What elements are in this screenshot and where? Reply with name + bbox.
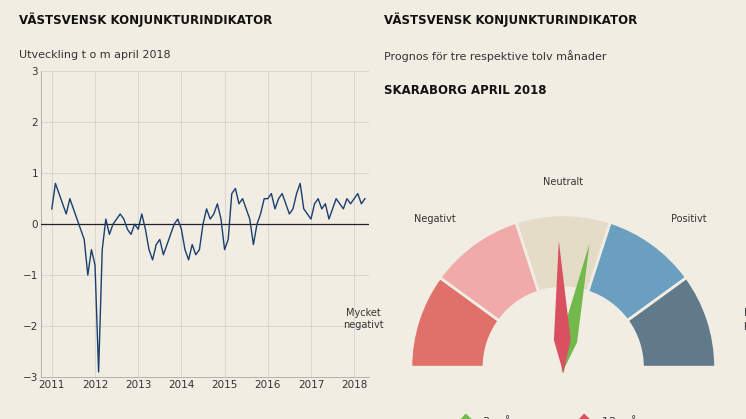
Polygon shape bbox=[457, 414, 475, 419]
Wedge shape bbox=[411, 278, 499, 367]
Text: SKARABORG APRIL 2018: SKARABORG APRIL 2018 bbox=[384, 84, 547, 97]
Text: VÄSTSVENSK KONJUNKTURINDIKATOR: VÄSTSVENSK KONJUNKTURINDIKATOR bbox=[384, 13, 637, 27]
Text: Mycket
positivt: Mycket positivt bbox=[743, 308, 746, 330]
Text: 3 mån: 3 mån bbox=[483, 417, 518, 419]
Wedge shape bbox=[627, 278, 715, 367]
Polygon shape bbox=[561, 243, 589, 373]
Wedge shape bbox=[516, 215, 610, 292]
Text: Positivt: Positivt bbox=[671, 214, 706, 224]
Text: VÄSTSVENSK KONJUNKTURINDIKATOR: VÄSTSVENSK KONJUNKTURINDIKATOR bbox=[19, 13, 272, 27]
Text: Prognos för tre respektive tolv månader: Prognos för tre respektive tolv månader bbox=[384, 50, 606, 62]
Text: 12 mån: 12 mån bbox=[601, 417, 644, 419]
Wedge shape bbox=[440, 222, 539, 321]
Polygon shape bbox=[554, 241, 571, 373]
Text: Neutralt: Neutralt bbox=[543, 177, 583, 187]
Text: #72b84a: #72b84a bbox=[444, 391, 451, 392]
Text: Negativt: Negativt bbox=[414, 214, 456, 224]
Text: Utveckling t o m april 2018: Utveckling t o m april 2018 bbox=[19, 50, 170, 60]
Text: Mycket
negativt: Mycket negativt bbox=[343, 308, 383, 330]
Wedge shape bbox=[588, 222, 686, 321]
Polygon shape bbox=[576, 414, 594, 419]
